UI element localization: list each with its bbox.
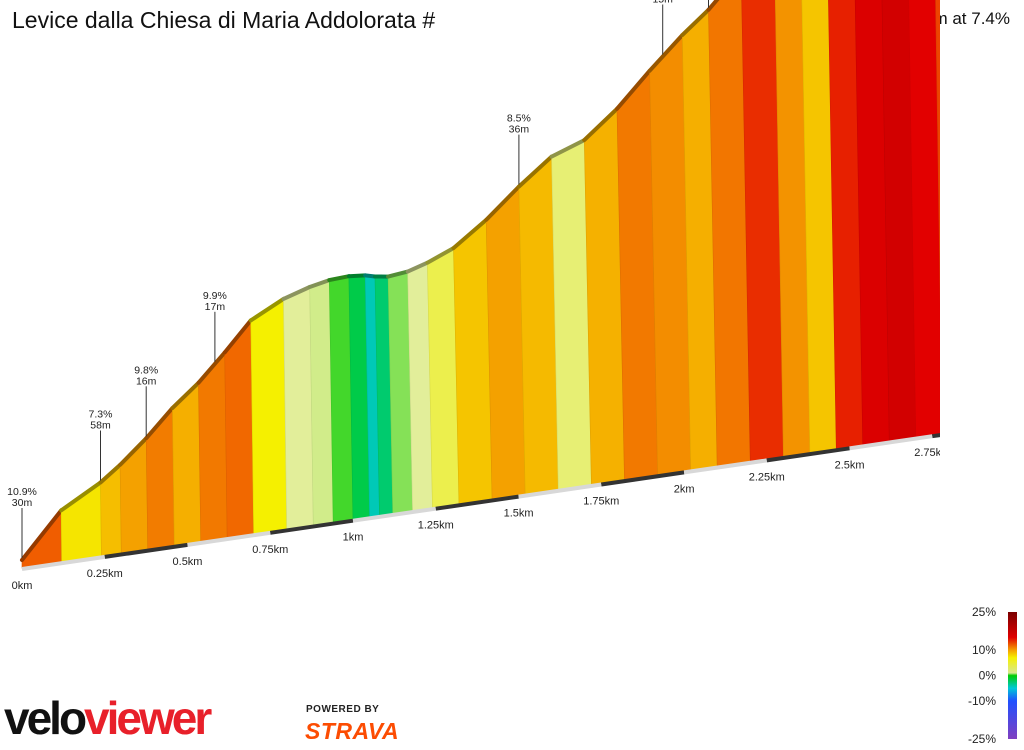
tick-label: 2km (674, 483, 695, 495)
profile-top-edge (118, 436, 149, 467)
profile-top-edge (405, 260, 430, 274)
base-band (270, 518, 354, 535)
profile-top-edge (20, 508, 64, 562)
tick-label: 2.5km (835, 459, 865, 471)
annotation: 7.9%15m (652, 0, 673, 55)
base-band (21, 554, 106, 571)
base-band (187, 530, 271, 547)
logo-velo: velo (4, 692, 87, 744)
profile-top-edge (170, 380, 201, 411)
base-band (518, 482, 602, 499)
legend-label: -25% (968, 732, 996, 746)
tick-label: 1.75km (583, 496, 619, 508)
tick-label: 2.25km (749, 471, 785, 483)
profile-top-edge (425, 246, 456, 265)
tick-label: 2.75km (914, 447, 940, 459)
base-band (601, 470, 685, 487)
legend-labels: 25% 10% 0% -10% -25% (968, 605, 996, 746)
profile-top-edge (706, 0, 720, 12)
profile-top-edge (307, 278, 332, 289)
annotation: 7.3%58m (89, 409, 113, 481)
annotation: 9.8%16m (134, 364, 158, 437)
tick-label: 0.75km (252, 544, 288, 556)
tick-label: 1.5km (504, 508, 534, 520)
profile-top-edge (647, 33, 685, 73)
base-band (766, 446, 850, 463)
annotation-length: 15m (652, 0, 673, 6)
annotation-gradient: 8.5% (507, 113, 531, 125)
strava-logo: STRAVA (305, 718, 400, 744)
profile-top-edge (196, 350, 227, 385)
profile-base (21, 433, 940, 571)
profile-segment (224, 319, 255, 539)
annotation-length: 30m (12, 497, 33, 509)
profile-segment (250, 298, 288, 535)
base-band (104, 542, 188, 559)
legend-color-bar (1008, 612, 1017, 739)
profile-segment (119, 437, 149, 554)
profile-top-edge (516, 154, 554, 189)
profile-top-edge (346, 273, 368, 279)
profile-top-edge (549, 138, 587, 159)
distance-ticks: 0km 0.25km 0.5km 0.75km 1km 1.25km 1.5km 1.75km… (12, 447, 940, 592)
veloviewer-logo: veloviewer (4, 692, 212, 744)
annotation-length: 58m (90, 420, 111, 432)
profile-top-edge (582, 106, 619, 143)
annotation-length: 36m (509, 124, 530, 136)
profile-segment (935, 0, 940, 306)
profile-top-edge (281, 285, 312, 301)
annotation-gradient: 9.8% (134, 364, 158, 376)
elevation-profile-chart: 0km 0.25km 0.5km 0.75km 1km 1.25km 1.5km 1.75km… (7, 0, 940, 592)
profile-top-edge (484, 184, 521, 222)
annotation-gradient: 10.9% (7, 486, 37, 498)
base-band (849, 434, 933, 451)
annotation: 8.5%36m (507, 113, 531, 185)
profile-segment (283, 286, 314, 530)
powered-by-label: POWERED BY (306, 704, 380, 715)
tick-label: 0km (12, 580, 33, 592)
profile-top-edge (615, 68, 652, 111)
base-band (352, 506, 437, 523)
profile-segment (198, 351, 228, 543)
profile-segment (145, 407, 175, 551)
profile-top-edge (222, 318, 253, 355)
legend-label: 0% (979, 669, 997, 683)
profile-segment (485, 185, 526, 500)
annotation-length: 17m (205, 301, 226, 313)
annotation: 10.9%30m (7, 486, 37, 558)
segment-annotations: 10.9%30m 7.3%58m 9.8%16m 9.9%17m 8.5%36m 7.9%… (7, 0, 709, 558)
annotation-gradient: 7.3% (89, 409, 113, 421)
profile-top-edge (386, 269, 410, 279)
legend-label: 10% (972, 643, 996, 657)
profile-top-edge (144, 406, 175, 441)
annotation-length: 16m (136, 375, 157, 387)
base-band (683, 458, 768, 475)
tick-label: 1.25km (418, 520, 454, 532)
tick-label: 0.25km (87, 568, 123, 580)
logo-viewer: viewer (84, 692, 212, 744)
profile-top-edge (59, 480, 103, 513)
tick-label: 0.5km (173, 556, 203, 568)
profile-top-edge (451, 217, 489, 251)
profile-segments (20, 0, 940, 569)
profile-top-edge (98, 462, 123, 485)
profile-top-edge (680, 7, 711, 38)
legend-label: 25% (972, 605, 996, 619)
annotation: 9.9%17m (203, 290, 227, 362)
profile-top-edge (327, 274, 351, 283)
tick-label: 1km (343, 532, 364, 544)
profile-segment (172, 382, 202, 547)
profile-segment (908, 0, 940, 439)
legend-label: -10% (968, 694, 996, 708)
profile-top-edge (248, 296, 286, 323)
gradient-legend: 25% 10% 0% -10% -25% (968, 605, 1017, 746)
annotation-gradient: 9.9% (203, 290, 227, 302)
page-title: Levice dalla Chiesa di Maria Addolorata … (12, 7, 436, 33)
profile-segment (453, 219, 493, 505)
base-band (435, 494, 519, 511)
